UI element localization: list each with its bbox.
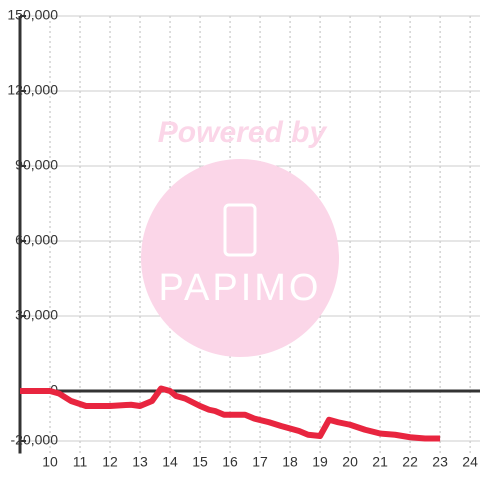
- x-tick-label: 18: [282, 454, 298, 470]
- x-tick-label: 14: [162, 454, 178, 470]
- y-tick-label: 30,000: [15, 307, 58, 323]
- x-tick-label: 24: [462, 454, 478, 470]
- x-tick-label: 13: [132, 454, 148, 470]
- y-tick-label: 90,000: [15, 157, 58, 173]
- y-tick-label: 60,000: [15, 232, 58, 248]
- x-tick-label: 21: [372, 454, 388, 470]
- x-tick-label: 23: [432, 454, 448, 470]
- watermark-logo: PAPIMO: [159, 267, 322, 309]
- watermark-icon: [223, 203, 257, 257]
- series-line: [20, 385, 441, 442]
- x-tick-label: 10: [42, 454, 58, 470]
- x-tick-label: 16: [222, 454, 238, 470]
- x-tick-label: 15: [192, 454, 208, 470]
- x-tick-label: 17: [252, 454, 268, 470]
- x-tick-label: 19: [312, 454, 328, 470]
- x-tick-label: 11: [73, 454, 88, 470]
- y-tick-label: 150,000: [7, 7, 58, 23]
- watermark-text: Powered by: [158, 116, 328, 149]
- y-tick-label: 120,000: [7, 82, 58, 98]
- x-tick-label: 20: [342, 454, 358, 470]
- watermark-circle: [141, 159, 339, 357]
- y-tick-label: -20,000: [11, 432, 59, 448]
- x-tick-label: 12: [102, 454, 118, 470]
- x-tick-label: 22: [402, 454, 418, 470]
